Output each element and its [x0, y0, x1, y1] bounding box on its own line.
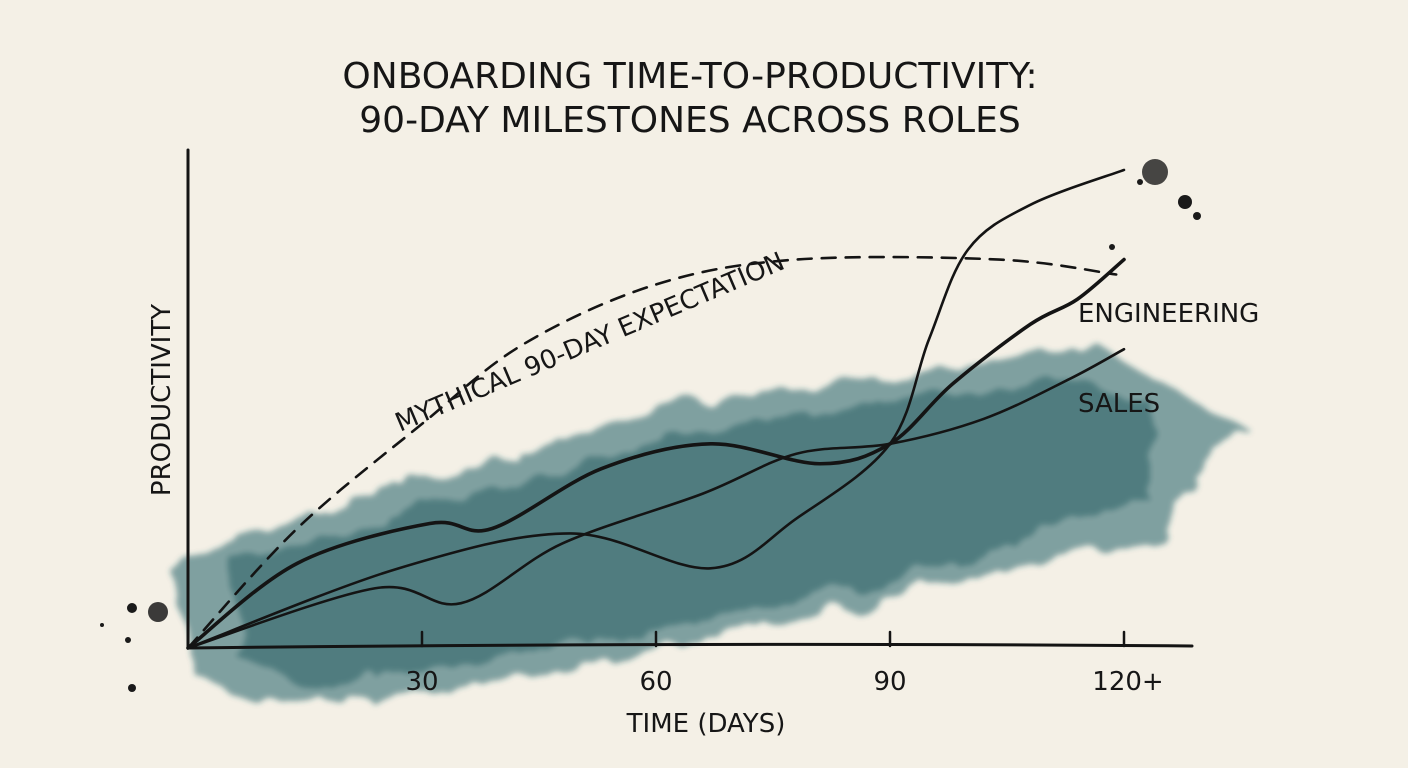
ink-splatters — [100, 159, 1201, 692]
series-line-mythical — [186, 255, 1118, 650]
watercolor-wash — [170, 345, 1250, 705]
x-tick-label: 120+ — [1092, 667, 1163, 697]
label-engineering: ENGINEERING — [1078, 299, 1259, 329]
title-line-2: 90-DAY MILESTONES ACROSS ROLES — [359, 100, 1020, 141]
x-tick-label: 60 — [639, 667, 672, 697]
label-sales: SALES — [1078, 389, 1160, 419]
series-line-sales — [186, 347, 1126, 650]
x-tick-label: 90 — [873, 667, 906, 697]
series-line-unlabeled — [186, 168, 1126, 650]
chart-title: ONBOARDING TIME-TO-PRODUCTIVITY: 90-DAY … — [342, 56, 1037, 141]
x-axis-label: TIME (DAYS) — [626, 709, 786, 739]
x-tick-label: 30 — [405, 667, 438, 697]
y-axis-label: PRODUCTIVITY — [147, 304, 177, 496]
series-line-engineering — [186, 257, 1126, 650]
title-line-1: ONBOARDING TIME-TO-PRODUCTIVITY: — [342, 56, 1037, 97]
axes — [186, 148, 1194, 650]
x-axis — [186, 642, 1194, 650]
